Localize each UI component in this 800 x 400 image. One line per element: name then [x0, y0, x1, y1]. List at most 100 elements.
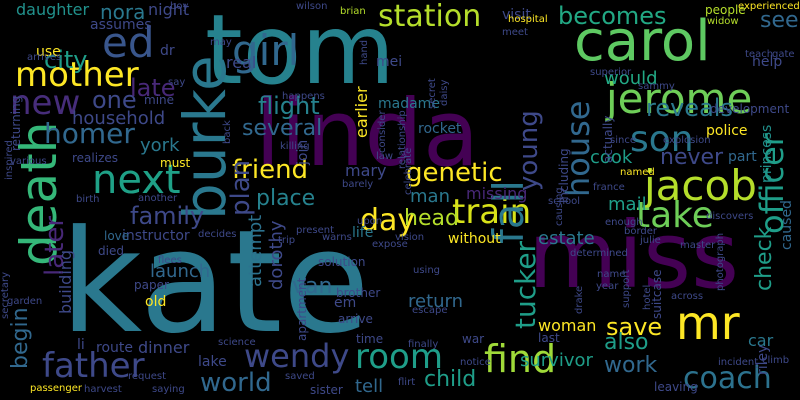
word-arrives: arrives: [27, 52, 62, 63]
word-experienced: experienced: [738, 1, 800, 12]
word-part: part: [728, 149, 757, 165]
word-development: development: [710, 102, 790, 116]
word-law: law: [376, 151, 394, 162]
word-since: since: [610, 135, 636, 146]
word-tom: tom: [205, 0, 395, 106]
word-passenger: passenger: [30, 383, 82, 394]
word-saying: saying: [152, 384, 185, 395]
word-real: real: [226, 53, 257, 72]
word-photograph: photograph: [715, 232, 726, 291]
word-em: em: [334, 295, 357, 311]
word-escape: escape: [412, 305, 448, 316]
word-dinner: dinner: [138, 338, 190, 357]
word-named: named: [620, 167, 655, 178]
word-van: van: [292, 274, 333, 299]
word-killing: killing: [280, 141, 310, 152]
word-widow: widow: [707, 16, 739, 27]
word-missing: missing: [466, 184, 528, 203]
word-barely: barely: [342, 179, 374, 190]
word-night: night: [148, 0, 190, 19]
word-mail: mail: [608, 194, 647, 215]
word-support: support: [621, 269, 632, 308]
word-time: time: [356, 332, 384, 346]
word-jacob: jacob: [644, 161, 757, 210]
word-several: several: [242, 116, 323, 141]
word-incident: incident: [718, 357, 759, 368]
word-see: see: [760, 8, 799, 33]
word-meet: meet: [502, 27, 528, 38]
word-harvest: harvest: [84, 384, 122, 395]
word-say: say: [168, 77, 186, 88]
word-flirt: flirt: [398, 377, 416, 388]
word-died: died: [98, 244, 124, 258]
word-woman: woman: [538, 316, 597, 335]
word-world: world: [200, 368, 272, 398]
word-attempt: attempt: [245, 214, 266, 287]
word-warns: warns: [322, 232, 352, 243]
word-brother: brother: [336, 286, 381, 300]
word-coach: coach: [683, 361, 772, 396]
word-saved: saved: [285, 371, 315, 382]
word-caused: caused: [779, 200, 795, 250]
word-earlier: earlier: [352, 86, 371, 138]
word-explosion: explosion: [663, 135, 711, 146]
word-check: check: [752, 226, 777, 291]
word-across: across: [671, 291, 704, 302]
word-miss: miss: [528, 202, 740, 309]
word-consider: consider: [377, 110, 388, 153]
word-arrive: arrive: [338, 312, 373, 326]
word-train: train: [452, 192, 532, 232]
word-enough: enough: [605, 217, 643, 228]
word-survivor: survivor: [520, 350, 593, 371]
word-another: another: [138, 193, 178, 204]
word-trip: trip: [278, 235, 296, 246]
word-tell: tell: [355, 376, 384, 397]
word-girl: girl: [232, 26, 300, 75]
word-room: room: [355, 337, 443, 377]
word-apartment: apartment: [295, 277, 309, 341]
word-reveals: reveals: [646, 94, 733, 122]
word-would: would: [604, 68, 658, 89]
word-teach: teach: [745, 49, 774, 60]
word-wendy: wendy: [244, 337, 350, 375]
word-becomes: becomes: [558, 2, 667, 30]
word-nora: nora: [100, 0, 146, 24]
word-paper: paper: [134, 278, 169, 292]
word-ed: ed: [102, 18, 155, 67]
word-birth: birth: [76, 194, 100, 205]
word-mary: mary: [345, 161, 387, 180]
word-various: various: [10, 156, 47, 167]
word-find: find: [484, 337, 557, 381]
word-notice: notice: [460, 357, 491, 368]
word-launch: launch: [150, 261, 211, 282]
word-leaving: leaving: [654, 380, 698, 394]
word-rocket: rocket: [418, 121, 462, 137]
word-head: head: [404, 206, 459, 231]
word-hospital: hospital: [508, 14, 548, 25]
word-young: young: [514, 110, 544, 191]
word-york: york: [140, 135, 180, 156]
word-discovers: discovers: [706, 211, 754, 222]
word-france: france: [593, 182, 625, 193]
word-causing: causing: [554, 187, 565, 226]
word-determined: determined: [570, 248, 628, 259]
word-science: science: [218, 337, 256, 348]
word-master: master: [680, 240, 716, 251]
word-family: family: [130, 202, 205, 230]
word-visit: visit: [502, 7, 531, 23]
word-route: route: [96, 340, 133, 356]
word-help: help: [752, 54, 783, 70]
word-police: police: [706, 123, 748, 139]
word-cook: cook: [590, 147, 633, 168]
word-household: household: [72, 108, 166, 129]
word-carol: carol: [574, 9, 711, 74]
word-take: take: [636, 195, 714, 236]
word-gate: gate: [772, 49, 795, 60]
word-realizes: realizes: [72, 151, 119, 165]
word-finally: finally: [408, 339, 439, 350]
word-assumes: assumes: [90, 17, 152, 33]
word-love: love: [104, 229, 130, 243]
word-return: return: [408, 291, 464, 312]
word-mei: mei: [376, 54, 403, 70]
word-celebrate: celebrate: [403, 147, 414, 195]
